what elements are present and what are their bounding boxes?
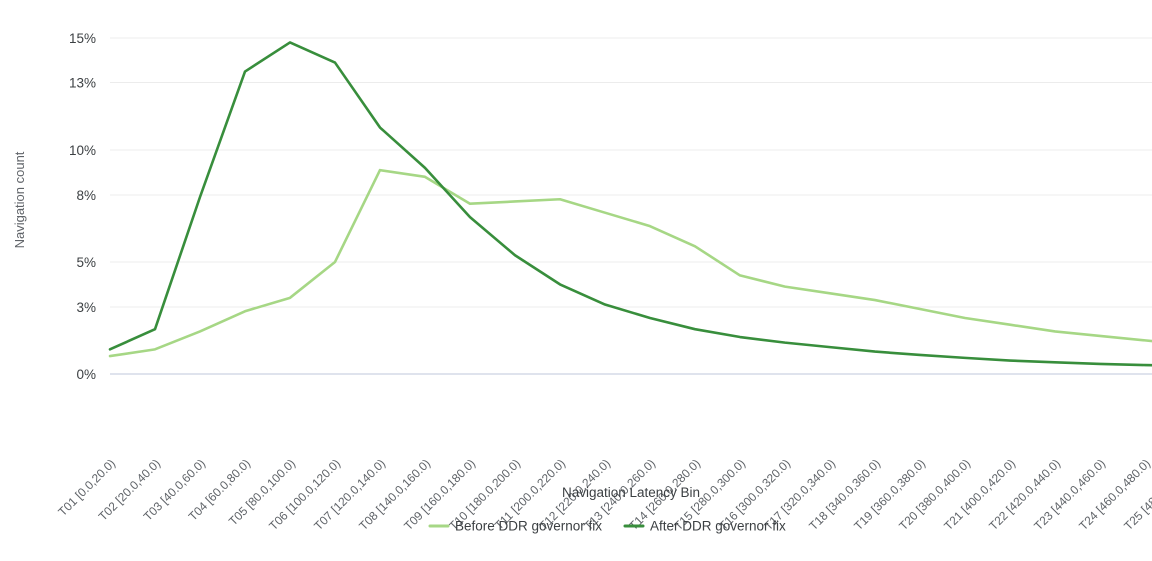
- y-axis-tick-label: 10%: [69, 143, 96, 158]
- series-line-1[interactable]: [108, 168, 1152, 358]
- y-axis-title: Navigation count: [12, 151, 27, 248]
- y-axis-tick-labels: 0% 3% 5% 8% 10% 13% 15%: [69, 31, 96, 382]
- y-axis-tick-label: 13%: [69, 76, 96, 91]
- y-axis-tick-label: 0%: [76, 367, 96, 382]
- chart-legend: Before DDR governor fix After DDR governo…: [428, 519, 786, 534]
- x-axis-title: Navigation Latency Bin: [562, 485, 700, 500]
- legend-label-1[interactable]: Before DDR governor fix: [455, 519, 602, 534]
- y-axis-tick-label: 3%: [76, 300, 96, 315]
- series-line-2[interactable]: [108, 41, 1152, 367]
- gridlines-group: [110, 37, 1152, 375]
- y-axis-tick-label: 5%: [76, 255, 96, 270]
- legend-label-2[interactable]: After DDR governor fix: [650, 519, 786, 534]
- y-axis-tick-label: 15%: [69, 31, 96, 46]
- y-axis-tick-label: 8%: [76, 188, 96, 203]
- data-series-group: [108, 41, 1152, 367]
